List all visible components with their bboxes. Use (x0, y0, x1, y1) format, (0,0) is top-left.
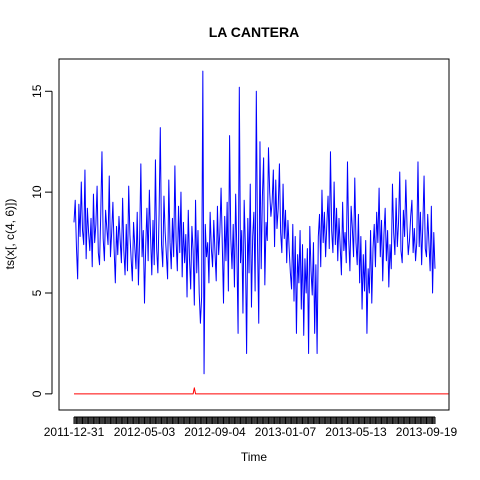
series-layer (73, 70, 449, 395)
x-tick-label: 2011-12-31 (44, 425, 105, 439)
chart-title: LA CANTERA (209, 24, 299, 40)
x-tick-label: 2013-01-07 (255, 425, 317, 439)
x-tick-label: 2012-05-03 (114, 425, 176, 439)
x-tick-label: 2012-09-04 (184, 425, 246, 439)
series-line-2 (74, 387, 449, 395)
x-tick-label: 2013-09-19 (396, 425, 458, 439)
x-axis-label: Time (241, 450, 268, 464)
y-tick-label: 5 (30, 289, 44, 296)
x-tick-label: 2013-05-13 (325, 425, 387, 439)
y-tick-label: 0 (30, 390, 44, 397)
y-tick-label: 15 (30, 84, 44, 98)
y-axis-label: ts(x[, c(4, 6)]) (3, 199, 17, 270)
y-axis: 0 5 10 15 (30, 84, 53, 397)
y-tick-label: 10 (30, 185, 44, 199)
x-axis: 2011-12-31 2012-05-03 2012-09-04 2013-01-07… (44, 416, 458, 439)
plot-frame (58, 58, 450, 411)
series-line-1 (73, 70, 436, 375)
